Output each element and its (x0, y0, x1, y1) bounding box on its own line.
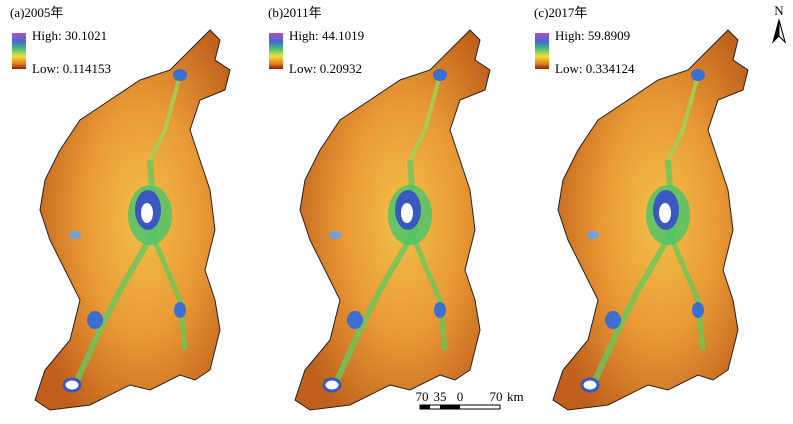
scale-label: 70 (416, 389, 429, 404)
legend-ramp (535, 33, 549, 69)
scale-label: 70 (490, 389, 503, 404)
panel-c (552, 29, 749, 411)
legend-high: High: 59.8909 (555, 28, 630, 43)
legend-high: High: 30.1021 (32, 28, 107, 43)
legend-ramp (269, 33, 283, 69)
legend-low: Low: 0.114153 (32, 61, 111, 76)
scale-bar (419, 404, 501, 410)
scale-label: 35 (434, 389, 447, 404)
panel-label: (a)2005年 (10, 5, 63, 20)
legend-low: Low: 0.20932 (289, 61, 362, 76)
panel-label: (b)2011年 (268, 5, 322, 20)
panel-a (34, 29, 231, 411)
legend-high: High: 44.1019 (289, 28, 364, 43)
legend-low: Low: 0.334124 (555, 61, 635, 76)
panel-label: (c)2017年 (534, 5, 587, 20)
legend-ramp (12, 33, 26, 69)
north-label: N (774, 3, 784, 18)
scale-label: 0 (457, 389, 464, 404)
panel-b (294, 29, 491, 411)
scale-unit: km (507, 389, 524, 404)
